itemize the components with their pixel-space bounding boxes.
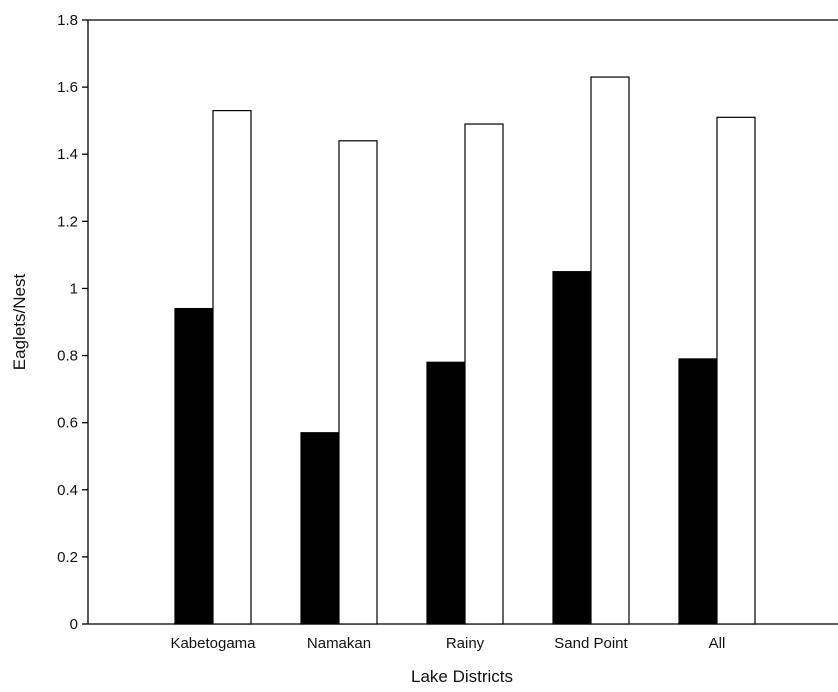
bar-rainy-series-2 xyxy=(464,123,504,625)
bar-all-series-2 xyxy=(716,116,756,625)
bar-namakan-series-2 xyxy=(338,140,378,625)
y-tick-label: 0.2 xyxy=(57,549,78,566)
x-tick-label: All xyxy=(709,635,726,652)
y-tick-label: 1.6 xyxy=(57,79,78,96)
bar-sand-point-series-1 xyxy=(552,271,592,625)
x-tick-label: Kabetogama xyxy=(170,635,256,652)
y-tick-label: 0 xyxy=(70,616,78,633)
x-tick-label: Namakan xyxy=(307,635,371,652)
bar-all-series-1 xyxy=(678,358,718,625)
bar-namakan-series-1 xyxy=(300,432,340,625)
y-tick-label: 1.8 xyxy=(57,12,78,29)
y-tick-label: 0.6 xyxy=(57,415,78,432)
x-tick-label: Sand Point xyxy=(554,635,628,652)
y-tick-label: 1.4 xyxy=(57,146,78,163)
bar-kabetogama-series-1 xyxy=(174,307,214,625)
y-tick-label: 1 xyxy=(70,280,78,297)
y-tick-label: 0.4 xyxy=(57,482,78,499)
y-tick-label: 1.2 xyxy=(57,213,78,230)
x-tick-label: Rainy xyxy=(446,635,485,652)
bars xyxy=(174,76,756,625)
x-axis-title: Lake Districts xyxy=(411,667,513,686)
bar-sand-point-series-2 xyxy=(590,76,630,625)
y-axis-title: Eaglets/Nest xyxy=(10,274,29,371)
x-tick-labels: Kabetogama Namakan Rainy Sand Point All xyxy=(170,635,725,652)
bar-rainy-series-1 xyxy=(426,361,466,625)
bar-kabetogama-series-2 xyxy=(212,109,252,625)
y-ticks: 0 0.2 0.4 0.6 0.8 1 1.2 1.4 1.6 1.8 xyxy=(57,12,88,633)
y-tick-label: 0.8 xyxy=(57,348,78,365)
